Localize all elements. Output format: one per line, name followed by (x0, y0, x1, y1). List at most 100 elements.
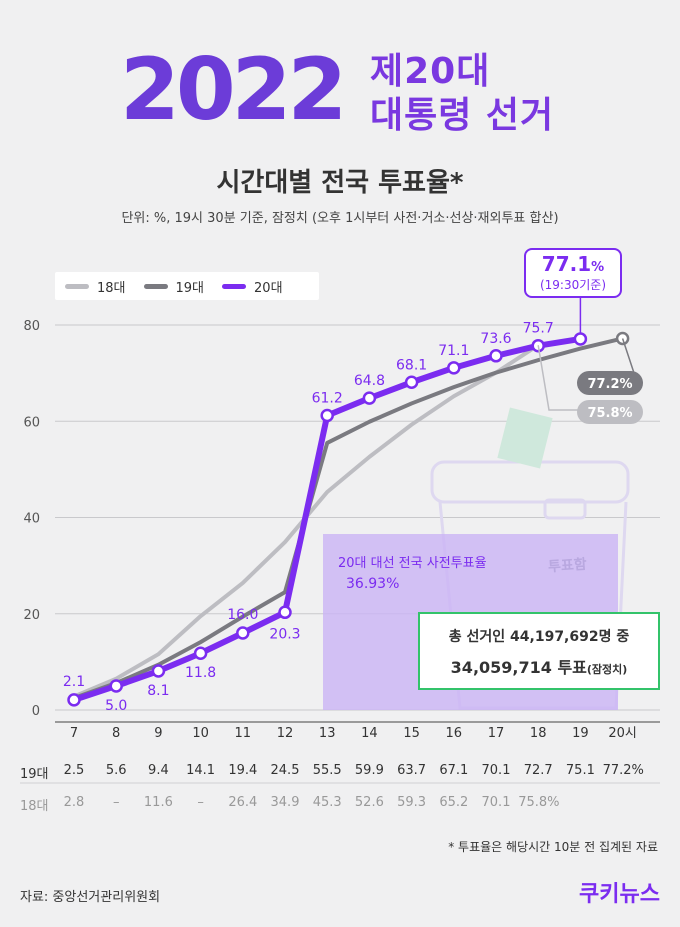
marker-20-9 (151, 664, 166, 678)
marker-20-8 (109, 679, 123, 693)
table-cell-18-11: 26.4 (228, 795, 258, 810)
x-tick-7: 7 (70, 726, 78, 741)
data-label-20-14: 64.8 (354, 373, 385, 389)
y-tick-0: 0 (32, 704, 40, 719)
table-cell-19-8: 5.6 (105, 763, 127, 778)
table-cell-18-17: 70.1 (481, 795, 511, 810)
table-cell-19-17: 70.1 (481, 763, 511, 778)
legend-item-20: 20대 (222, 277, 283, 296)
table-cell-18-13: 45.3 (312, 795, 342, 810)
flag-18-label: 75.8% (587, 406, 632, 421)
data-label-20-17: 73.6 (480, 331, 511, 347)
logo-election-name: 대통령 선거 (370, 95, 555, 136)
legend-label-20: 20대 (254, 280, 283, 296)
y-tick-40: 40 (23, 512, 40, 527)
logo-year: 2022 (120, 40, 347, 140)
x-tick-13: 13 (319, 726, 336, 741)
x-tick-16: 16 (446, 726, 463, 741)
table-cell-18-12: 34.9 (270, 795, 300, 810)
data-label-20-10: 11.8 (185, 665, 216, 681)
x-tick-17: 17 (488, 726, 505, 741)
end-flags: 77.2% 75.8% (537, 298, 643, 424)
table-cell-19-11: 19.4 (228, 763, 258, 778)
early-vote-label: 20대 대선 전국 사전투표율 (338, 556, 487, 571)
x-tick-14: 14 (361, 726, 378, 741)
legend: 18대 19대 20대 (55, 272, 319, 300)
x-tick-19: 19 (572, 726, 589, 741)
table-cell-19-13: 55.5 (312, 763, 342, 778)
table-cell-19-19: 75.1 (565, 763, 595, 778)
marker-20-13 (320, 408, 334, 423)
chart-title: 시간대별 전국 투표율* (216, 168, 464, 198)
total-electors: 총 선거인 44,197,692명 중 (448, 629, 630, 645)
data-label-20-16: 71.1 (438, 343, 469, 359)
y-tick-20: 20 (23, 608, 40, 623)
table-cell-19-9: 9.4 (148, 763, 169, 778)
y-tick-labels: 0 20 40 60 80 (23, 319, 40, 719)
y-tick-80: 80 (23, 319, 40, 334)
logo-election-number: 제20대 (370, 51, 491, 92)
legend-item-19: 19대 (143, 277, 205, 296)
table-cell-18-15: 59.3 (397, 795, 427, 810)
marker-20-11 (236, 626, 250, 640)
table-cell-18-9: 11.6 (143, 795, 173, 810)
series-markers (67, 331, 630, 707)
leader-18 (537, 345, 578, 411)
marker-20-10 (193, 646, 208, 660)
data-label-20-11: 16.0 (227, 607, 258, 623)
table-cell-18-16: 65.2 (439, 795, 469, 810)
table-cell-19-12: 24.5 (270, 763, 300, 778)
table-cell-19-15: 63.7 (397, 763, 427, 778)
x-tick-20시: 20시 (608, 726, 637, 741)
flag-19 (577, 371, 643, 395)
table-cell-19-14: 59.9 (354, 763, 384, 778)
marker-20-16 (447, 361, 461, 375)
flag-18 (577, 400, 643, 424)
marker-20-12 (278, 605, 292, 620)
legend-swatch-18 (65, 283, 89, 289)
data-label-20-18: 75.7 (523, 321, 554, 337)
footnote: * 투표율은 해당시간 10분 전 집계된 자료 (448, 840, 658, 854)
brand-logo: 쿠키뉴스 (579, 882, 660, 907)
marker-20-7 (67, 693, 81, 707)
series-line-19대 (72, 336, 625, 700)
table-cell-18-8: – (112, 795, 120, 810)
data-labels: 2.1 5.0 8.1 11.8 16.0 20.3 61.2 64.8 68.1 71.1 73.… (63, 321, 554, 714)
marker-20-19 (573, 332, 588, 346)
data-label-20-7: 2.1 (63, 674, 85, 690)
legend-label-18: 18대 (97, 280, 126, 296)
table-cell-18-10: – (197, 795, 204, 810)
total-votes: 34,059,714 투표 (450, 658, 587, 677)
callout-unit: % (591, 260, 605, 275)
x-tick-12: 12 (277, 726, 294, 741)
data-label-20-15: 68.1 (396, 357, 427, 373)
table-row-label-18: 18대 (20, 799, 49, 814)
x-tick-labels: 7 8 9 10 11 12 13 14 15 16 17 18 19 20시 (70, 726, 637, 741)
table-cell-19-10: 14.1 (186, 763, 216, 778)
legend-label-19: 19대 (175, 280, 205, 296)
x-tick-8: 8 (112, 726, 120, 741)
callout-note: (19:30기준) (539, 278, 607, 292)
final-turnout-callout: 77.1% (19:30기준) (524, 248, 622, 298)
table-cell-19-20시: 77.2% (602, 763, 644, 778)
table-row-19: 19대 2.5 5.6 9.4 14.1 19.4 24.5 55.5 59.9 63.7 67.… (0, 755, 680, 787)
marker-20-15 (404, 375, 419, 390)
table-row-label-19: 19대 (20, 767, 49, 782)
table-row-18: 18대 2.8 – 11.6 – 26.4 34.9 45.3 52.6 59.3 65.2 70.… (0, 787, 680, 819)
early-vote-value: 36.93% (346, 576, 400, 592)
source: 자료: 중앙선거관리위원회 (20, 890, 161, 905)
table-cell-18-7: 2.8 (63, 795, 85, 810)
legend-swatch-20 (222, 283, 247, 289)
x-tick-10: 10 (192, 726, 209, 741)
flag-19-label: 77.2% (587, 377, 632, 392)
x-tick-18: 18 (530, 726, 547, 741)
y-tick-60: 60 (23, 415, 40, 430)
callout-value: 77.1 (541, 252, 592, 276)
table-cell-18-14: 52.6 (354, 795, 384, 810)
x-tick-11: 11 (235, 726, 252, 741)
legend-swatch-19 (143, 283, 168, 289)
total-voters-box: 총 선거인 44,197,692명 중 34,059,714 투표(잠정치) (418, 612, 660, 690)
marker-20-14 (362, 391, 377, 405)
data-label-20-12: 20.3 (269, 626, 300, 642)
x-tick-15: 15 (403, 726, 420, 741)
